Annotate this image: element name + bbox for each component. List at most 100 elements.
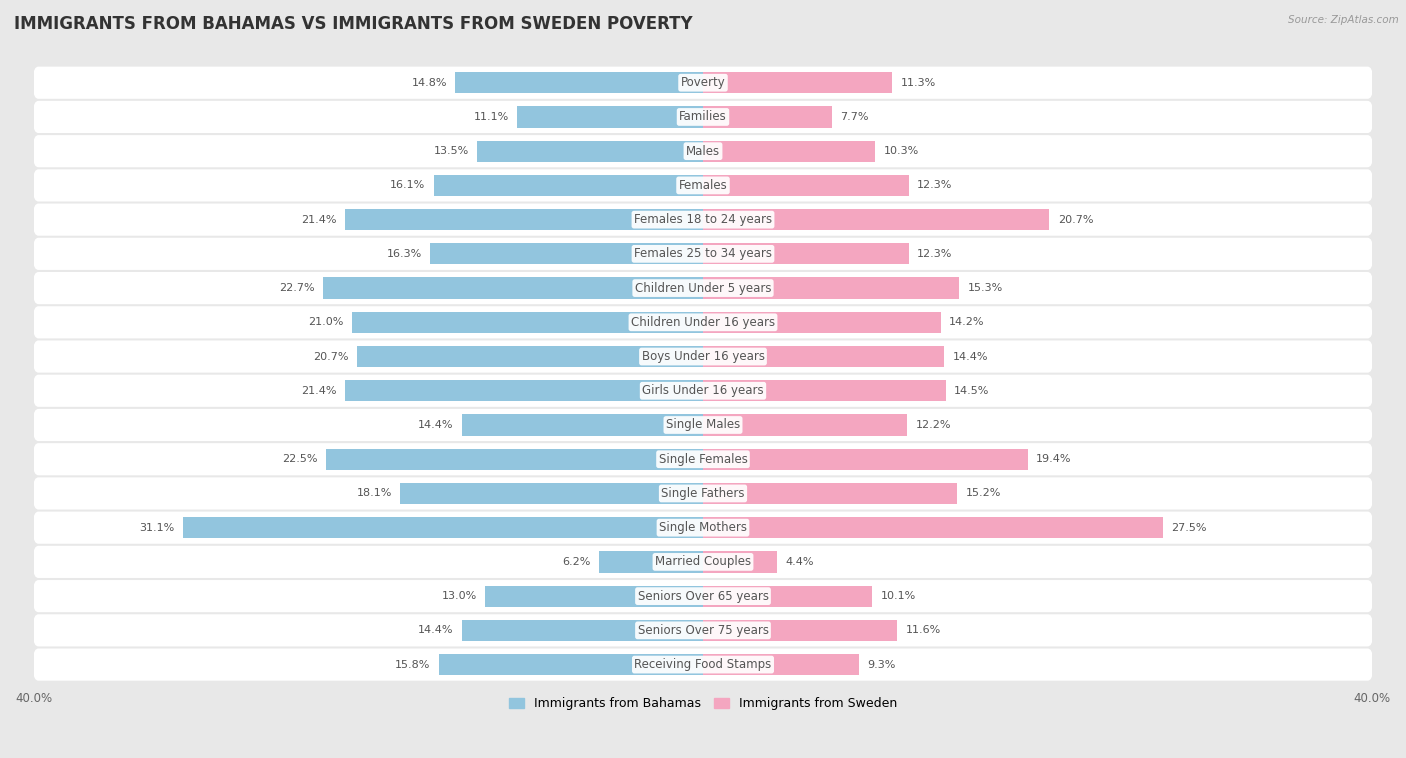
Text: Females 18 to 24 years: Females 18 to 24 years bbox=[634, 213, 772, 226]
FancyBboxPatch shape bbox=[34, 135, 1372, 168]
Text: 18.1%: 18.1% bbox=[356, 488, 392, 499]
Text: 16.3%: 16.3% bbox=[387, 249, 422, 259]
Text: Single Fathers: Single Fathers bbox=[661, 487, 745, 500]
Bar bbox=[463, 415, 703, 436]
Text: 20.7%: 20.7% bbox=[1057, 215, 1094, 224]
Bar bbox=[703, 415, 907, 436]
Text: Males: Males bbox=[686, 145, 720, 158]
Bar bbox=[439, 654, 703, 675]
Bar bbox=[430, 243, 703, 265]
Text: 7.7%: 7.7% bbox=[841, 112, 869, 122]
Text: 21.0%: 21.0% bbox=[308, 318, 343, 327]
Bar bbox=[703, 483, 957, 504]
FancyBboxPatch shape bbox=[34, 272, 1372, 304]
Text: 12.3%: 12.3% bbox=[917, 249, 953, 259]
Bar bbox=[517, 106, 703, 127]
Bar bbox=[703, 517, 1163, 538]
Text: 31.1%: 31.1% bbox=[139, 523, 174, 533]
FancyBboxPatch shape bbox=[34, 306, 1372, 338]
Text: 14.5%: 14.5% bbox=[955, 386, 990, 396]
Bar bbox=[357, 346, 703, 367]
Text: Source: ZipAtlas.com: Source: ZipAtlas.com bbox=[1288, 15, 1399, 25]
Text: Receiving Food Stamps: Receiving Food Stamps bbox=[634, 658, 772, 671]
Text: 16.1%: 16.1% bbox=[389, 180, 425, 190]
Bar bbox=[703, 209, 1049, 230]
Text: 21.4%: 21.4% bbox=[301, 215, 336, 224]
Bar bbox=[352, 312, 703, 333]
Text: Married Couples: Married Couples bbox=[655, 556, 751, 568]
Text: 15.8%: 15.8% bbox=[395, 659, 430, 669]
Text: 13.5%: 13.5% bbox=[433, 146, 468, 156]
Text: Boys Under 16 years: Boys Under 16 years bbox=[641, 350, 765, 363]
Text: Females 25 to 34 years: Females 25 to 34 years bbox=[634, 247, 772, 260]
Bar bbox=[703, 106, 832, 127]
Text: 22.7%: 22.7% bbox=[280, 283, 315, 293]
Text: 15.2%: 15.2% bbox=[966, 488, 1001, 499]
Text: 20.7%: 20.7% bbox=[312, 352, 349, 362]
Text: Poverty: Poverty bbox=[681, 77, 725, 89]
Bar bbox=[703, 140, 876, 161]
FancyBboxPatch shape bbox=[34, 649, 1372, 681]
Text: 14.4%: 14.4% bbox=[418, 420, 454, 430]
FancyBboxPatch shape bbox=[34, 340, 1372, 373]
Bar bbox=[344, 381, 703, 402]
Bar bbox=[703, 312, 941, 333]
FancyBboxPatch shape bbox=[34, 546, 1372, 578]
Bar bbox=[477, 140, 703, 161]
FancyBboxPatch shape bbox=[34, 614, 1372, 647]
Text: 14.4%: 14.4% bbox=[418, 625, 454, 635]
Text: 12.2%: 12.2% bbox=[915, 420, 950, 430]
Bar bbox=[703, 585, 872, 606]
Text: Seniors Over 65 years: Seniors Over 65 years bbox=[637, 590, 769, 603]
Bar bbox=[485, 585, 703, 606]
Bar bbox=[703, 620, 897, 641]
Text: 10.1%: 10.1% bbox=[880, 591, 915, 601]
Text: Families: Families bbox=[679, 111, 727, 124]
Text: 14.4%: 14.4% bbox=[952, 352, 988, 362]
Text: 22.5%: 22.5% bbox=[283, 454, 318, 464]
Text: 11.6%: 11.6% bbox=[905, 625, 941, 635]
Text: 27.5%: 27.5% bbox=[1171, 523, 1208, 533]
FancyBboxPatch shape bbox=[34, 101, 1372, 133]
Text: 14.2%: 14.2% bbox=[949, 318, 984, 327]
Bar bbox=[401, 483, 703, 504]
FancyBboxPatch shape bbox=[34, 443, 1372, 475]
Bar bbox=[703, 449, 1028, 470]
Bar bbox=[703, 654, 859, 675]
Bar bbox=[703, 551, 776, 572]
Text: Single Mothers: Single Mothers bbox=[659, 522, 747, 534]
Text: 11.1%: 11.1% bbox=[474, 112, 509, 122]
FancyBboxPatch shape bbox=[34, 204, 1372, 236]
Text: Females: Females bbox=[679, 179, 727, 192]
Bar bbox=[703, 72, 893, 93]
FancyBboxPatch shape bbox=[34, 238, 1372, 270]
Text: 19.4%: 19.4% bbox=[1036, 454, 1071, 464]
Bar bbox=[599, 551, 703, 572]
Bar bbox=[344, 209, 703, 230]
Text: 9.3%: 9.3% bbox=[868, 659, 896, 669]
Text: IMMIGRANTS FROM BAHAMAS VS IMMIGRANTS FROM SWEDEN POVERTY: IMMIGRANTS FROM BAHAMAS VS IMMIGRANTS FR… bbox=[14, 15, 693, 33]
Text: Seniors Over 75 years: Seniors Over 75 years bbox=[637, 624, 769, 637]
Text: 11.3%: 11.3% bbox=[900, 78, 936, 88]
Bar bbox=[326, 449, 703, 470]
FancyBboxPatch shape bbox=[34, 374, 1372, 407]
Text: 6.2%: 6.2% bbox=[562, 557, 591, 567]
Legend: Immigrants from Bahamas, Immigrants from Sweden: Immigrants from Bahamas, Immigrants from… bbox=[505, 692, 901, 715]
Bar bbox=[433, 175, 703, 196]
Text: Single Males: Single Males bbox=[666, 418, 740, 431]
Text: 13.0%: 13.0% bbox=[441, 591, 477, 601]
Text: Children Under 16 years: Children Under 16 years bbox=[631, 316, 775, 329]
FancyBboxPatch shape bbox=[34, 580, 1372, 612]
Text: Children Under 5 years: Children Under 5 years bbox=[634, 281, 772, 295]
Text: 14.8%: 14.8% bbox=[412, 78, 447, 88]
Bar bbox=[703, 381, 946, 402]
Bar bbox=[703, 243, 908, 265]
Text: Girls Under 16 years: Girls Under 16 years bbox=[643, 384, 763, 397]
Text: Single Females: Single Females bbox=[658, 453, 748, 465]
Bar bbox=[703, 277, 959, 299]
Text: 15.3%: 15.3% bbox=[967, 283, 1002, 293]
FancyBboxPatch shape bbox=[34, 169, 1372, 202]
FancyBboxPatch shape bbox=[34, 478, 1372, 509]
FancyBboxPatch shape bbox=[34, 409, 1372, 441]
Text: 12.3%: 12.3% bbox=[917, 180, 953, 190]
